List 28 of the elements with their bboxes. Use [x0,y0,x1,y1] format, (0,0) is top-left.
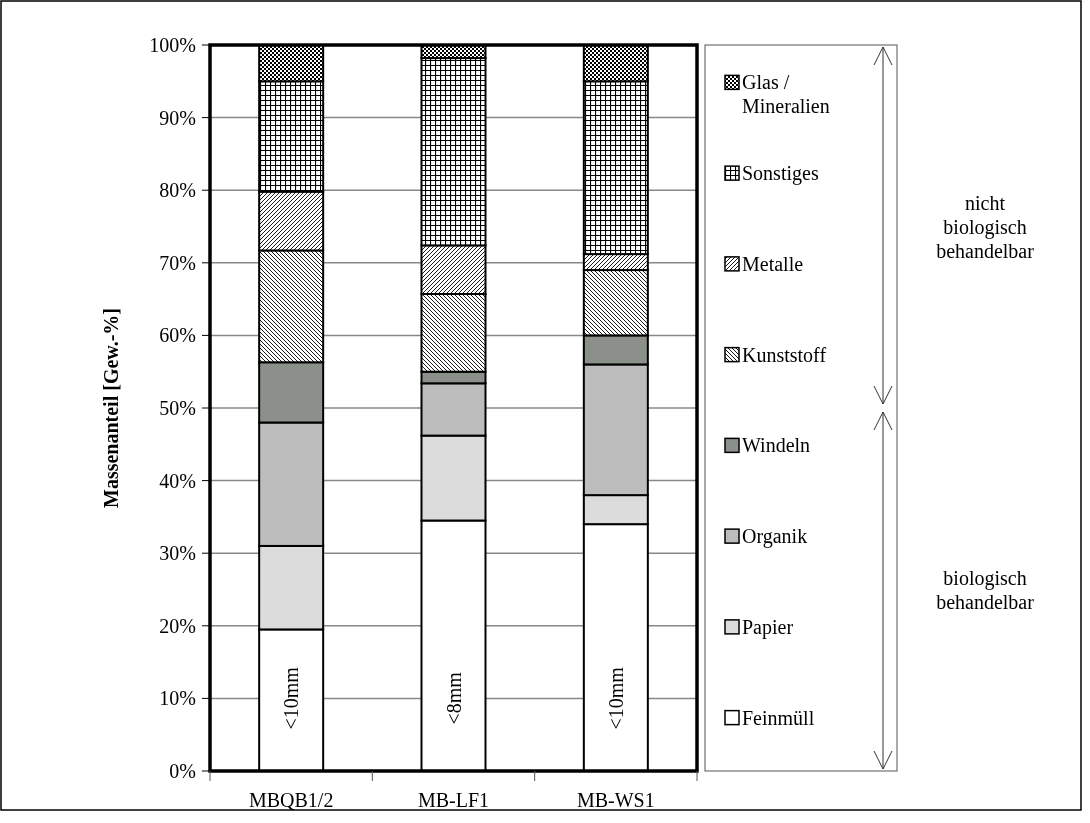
x-tick-label: MB-WS1 [576,789,655,811]
y-tick-label: 70% [159,251,196,274]
y-tick-label: 20% [159,614,196,637]
y-tick-label: 40% [159,469,196,492]
legend-label: Papier [742,615,794,639]
y-tick-label: 10% [159,687,196,710]
y-tick-label: 30% [159,542,196,565]
y-tick-label: 80% [159,179,196,202]
x-tick-label: MB-LF1 [417,789,490,811]
y-tick-label: 0% [169,760,196,782]
text: biologisch behandelbar [936,566,1035,613]
y-tick-label: 100% [149,34,196,56]
legend-label: Windeln [742,434,811,457]
annotation: <10mm [604,666,627,730]
legend-label: Organik [742,525,808,549]
annotation: <10mm [280,666,303,730]
y-tick-label: 90% [159,106,196,129]
legend-label: Metalle [742,252,804,275]
y-axis-title: Massenanteil [Gew.-%] [100,308,122,508]
legend-label: Kunststoff [742,343,827,366]
x-tick-label: MBQB1/2 [248,789,334,811]
annotation: <8mm [442,671,465,725]
legend-label: Sonstiges [742,162,819,186]
text: nicht biologisch behandelbar [936,191,1035,262]
legend-label: Glas / Mineralien [742,71,830,118]
y-tick-label: 50% [159,397,196,419]
y-tick-label: 60% [159,324,196,347]
legend-label: Feinmüll [742,706,815,729]
